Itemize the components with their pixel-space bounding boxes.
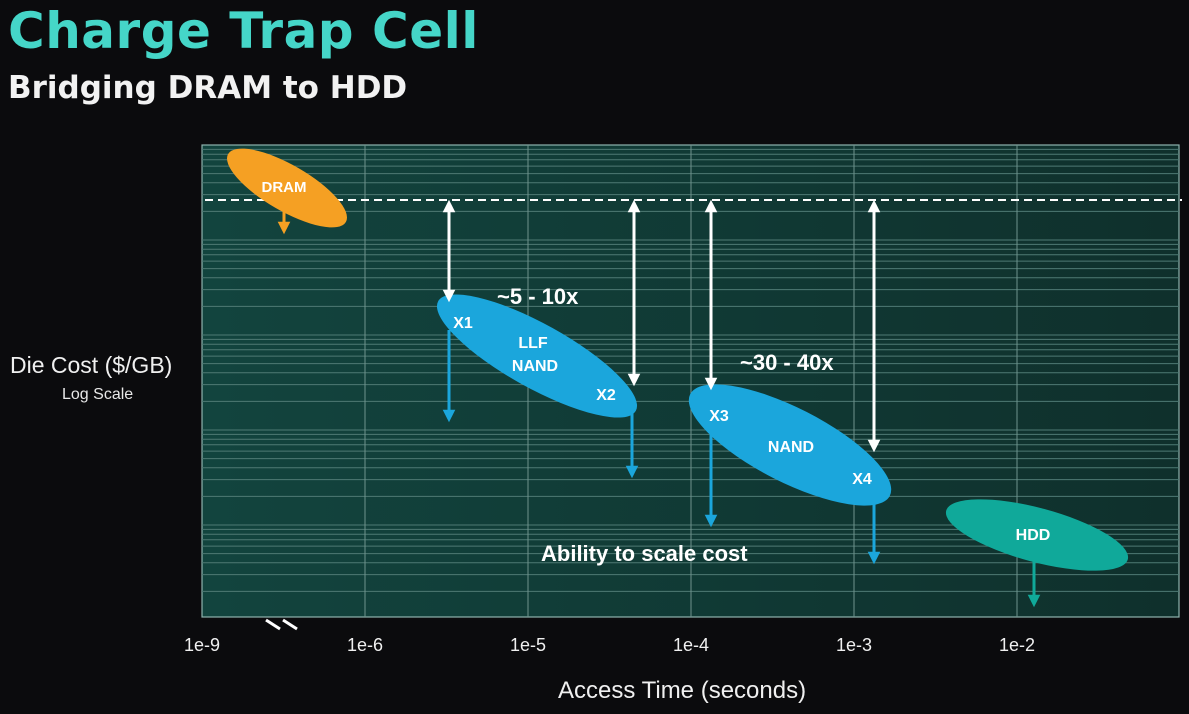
annotation-ability-to-scale-cost: Ability to scale cost (541, 541, 748, 566)
chart-subtitle: Bridging DRAM to HDD (8, 70, 408, 106)
annotation-5-10x: ~5 - 10x (497, 284, 579, 309)
hdd-blob (945, 499, 1129, 571)
x-tick-labels: 1e-9 1e-6 1e-5 1e-4 1e-3 1e-2 (184, 635, 1035, 655)
dram-blob (226, 148, 348, 228)
llf-nand-blob (436, 294, 638, 418)
llf-nand-label: NAND (512, 358, 558, 375)
hdd-label: HDD (1016, 527, 1051, 544)
x-tick-label: 1e-4 (673, 635, 709, 655)
x2-label: X2 (596, 387, 616, 404)
y-axis-scale-note: Log Scale (62, 386, 134, 403)
chart-title: Charge Trap Cell (8, 2, 479, 60)
x1-label: X1 (453, 315, 473, 332)
nand-label: NAND (768, 439, 814, 456)
x-tick-label: 1e-9 (184, 635, 220, 655)
x3-label: X3 (709, 408, 729, 425)
annotation-30-40x: ~30 - 40x (740, 350, 834, 375)
grid-vertical (364, 145, 1018, 617)
x-tick-label: 1e-5 (510, 635, 546, 655)
x4-label: X4 (852, 471, 872, 488)
y-axis-label: Die Cost ($/GB) (10, 352, 173, 378)
x-tick-label: 1e-6 (347, 635, 383, 655)
x-tick-label: 1e-2 (999, 635, 1035, 655)
llf-label: LLF (518, 335, 548, 352)
axis-break-icon (265, 618, 298, 631)
dram-label: DRAM (262, 179, 307, 196)
x-tick-label: 1e-3 (836, 635, 872, 655)
nand-blob (688, 384, 892, 506)
x-axis-label: Access Time (seconds) (558, 677, 807, 704)
